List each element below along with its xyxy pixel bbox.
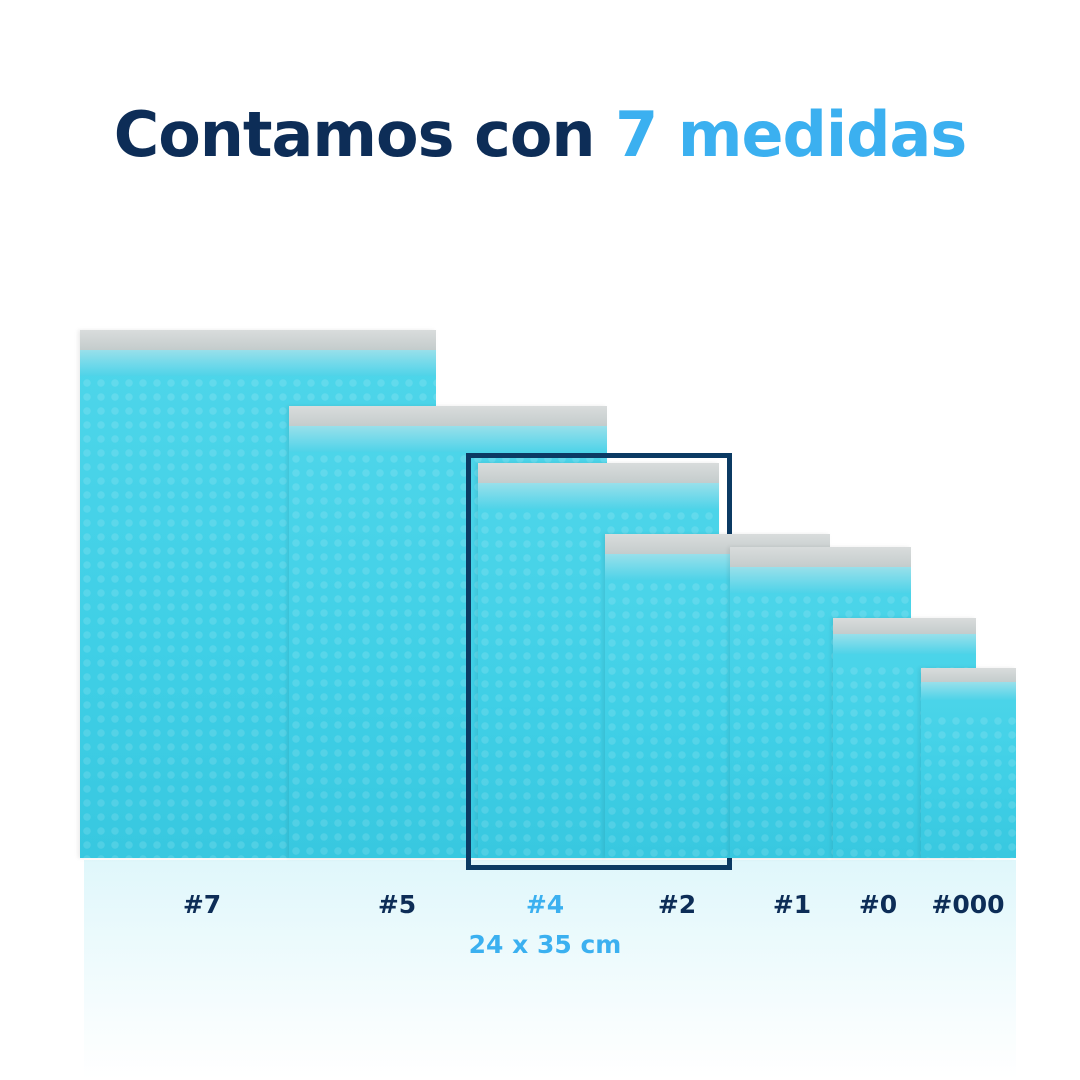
floor-reflection bbox=[84, 860, 1016, 1080]
size-label-0: #0 bbox=[858, 890, 898, 919]
title-highlight: 7 medidas bbox=[615, 98, 967, 171]
page-title: Contamos con 7 medidas bbox=[0, 98, 1080, 171]
size-label-5: #5 bbox=[377, 890, 417, 919]
size-label-2: #2 bbox=[657, 890, 697, 919]
selected-size-dimensions: 24 x 35 cm bbox=[468, 930, 622, 959]
size-label-1: #1 bbox=[772, 890, 812, 919]
envelope-000 bbox=[921, 668, 1016, 858]
size-label-4: #4 bbox=[525, 890, 565, 919]
title-prefix: Contamos con bbox=[113, 98, 616, 171]
size-label-7: #7 bbox=[182, 890, 222, 919]
size-label-000: #000 bbox=[931, 890, 1005, 919]
